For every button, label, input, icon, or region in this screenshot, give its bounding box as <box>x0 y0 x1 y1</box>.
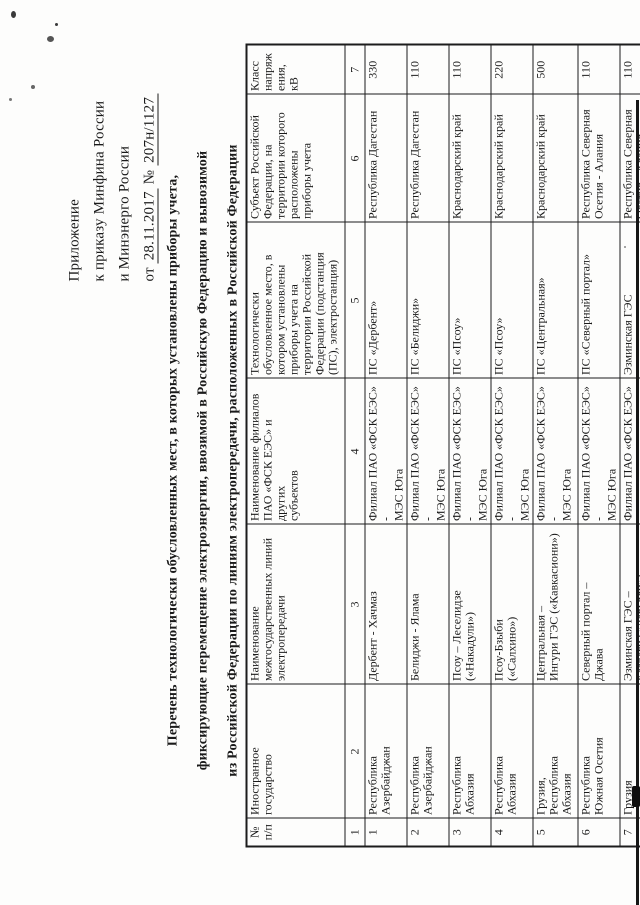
annex-reference: Приложение к приказу Минфина России и Ми… <box>62 93 162 281</box>
cell-branch: Филиал ПАО «ФСК ЕЭС» - МЭС Юга <box>532 378 577 524</box>
metering-places-table: № п/п Иностранное государство Наименован… <box>245 43 640 847</box>
header-cell-region: Субъект Российской Федерации, на террито… <box>246 94 344 222</box>
header-cell-line: Наименование межгосударственных линий эл… <box>246 524 344 684</box>
scan-speck <box>31 85 35 89</box>
cell-place: ПС «Псоу» <box>448 222 490 378</box>
scan-speck <box>624 246 626 248</box>
table-row: 4 Республика Абхазия Псоу-Бзыби («Салхин… <box>490 44 532 846</box>
cell-number: 3 <box>448 818 490 846</box>
cell-place: ПС «Дербент» <box>364 222 406 378</box>
order-prefix: от <box>141 266 157 281</box>
table-row: 1 Республика Азербайджан Дербент - Хачма… <box>364 44 406 846</box>
column-number: 1 <box>344 818 364 846</box>
table-row: 2 Республика Азербайджан Белиджи - Ялама… <box>406 44 448 846</box>
cell-region: Краснодарский край <box>448 94 490 222</box>
cell-branch: Филиал ПАО «ФСК ЕЭС» - МЭС Юга <box>448 378 490 524</box>
cell-line: Псоу-Бзыби («Салхино») <box>490 524 532 684</box>
cell-branch: Филиал ПАО «ФСК ЕЭС» - МЭС Юга <box>577 378 619 524</box>
cell-country: Республика Азербайджан <box>406 684 448 818</box>
column-number: 6 <box>344 94 364 222</box>
column-numbers-row: 1 2 3 4 5 6 7 <box>344 44 364 846</box>
cell-voltage: 110 <box>448 44 490 94</box>
cell-region: Республика Дагестан <box>406 94 448 222</box>
cell-branch: Филиал ПАО «ФСК ЕЭС» - МЭС Юга <box>406 378 448 524</box>
header-cell-number: № п/п <box>246 818 344 846</box>
order-date: 28.11.2017 <box>141 187 158 263</box>
order-number-sign: № <box>141 169 157 184</box>
document-title-line: из Российской Федерации по линиям электр… <box>225 143 240 777</box>
cell-country: Республика Абхазия <box>490 684 532 818</box>
cell-voltage: 330 <box>364 44 406 94</box>
header-cell-branch: Наименование филиалов ПАО «ФСК ЕЭС» и др… <box>246 378 344 524</box>
scan-edge-line <box>636 100 639 905</box>
header-cell-voltage: Класс напряж ения, кВ <box>246 44 344 94</box>
cell-line: Псоу – Леселидзе («Накадули») <box>448 524 490 684</box>
cell-branch: Филиал ПАО «ФСК ЕЭС» - МЭС Юга <box>490 378 532 524</box>
scan-speck <box>47 36 54 42</box>
column-number: 2 <box>344 684 364 818</box>
header-cell-place: Технологически обусловленное место, в ко… <box>246 222 344 378</box>
cell-voltage: 110 <box>577 44 619 94</box>
cell-place: ПС «Псоу» <box>490 222 532 378</box>
cell-branch: Филиал ПАО «ФСК ЕЭС» - МЭС Юга <box>364 378 406 524</box>
scan-speck <box>9 98 12 101</box>
annex-reference-line: к приказу Минфина России <box>91 100 107 281</box>
cell-number: 6 <box>577 818 619 846</box>
scan-edge-blob <box>632 786 640 807</box>
column-number: 4 <box>344 378 364 524</box>
cell-country: Республика Южная Осетия <box>577 684 619 818</box>
table-row: 6 Республика Южная Осетия Северный порта… <box>577 44 619 846</box>
cell-place: ПС «Центральная» <box>532 222 577 378</box>
cell-line: Дербент - Хачмаз <box>364 524 406 684</box>
cell-country: Грузия, Республика Абхазия <box>532 684 577 818</box>
scan-speck <box>11 11 16 18</box>
cell-number: 2 <box>406 818 448 846</box>
cell-number: 4 <box>490 818 532 846</box>
annex-reference-line: и Минэнерго России <box>116 145 132 281</box>
table-row: 5 Грузия, Республика Абхазия Центральная… <box>532 44 577 846</box>
cell-voltage: 220 <box>490 44 532 94</box>
order-number: 207н/1127 <box>141 93 158 166</box>
cell-region: Краснодарский край <box>532 94 577 222</box>
cell-line: Белиджи - Ялама <box>406 524 448 684</box>
table-header-row: № п/п Иностранное государство Наименован… <box>246 44 344 846</box>
header-cell-country: Иностранное государство <box>246 684 344 818</box>
column-number: 7 <box>344 44 364 94</box>
cell-voltage: 500 <box>532 44 577 94</box>
scan-speck <box>55 23 58 26</box>
document-title-line: фиксирующие перемещение электроэнергии, … <box>195 150 210 770</box>
cell-number: 5 <box>532 818 577 846</box>
document-title-line: Перечень технологически обусловленных ме… <box>165 174 180 746</box>
table-row: 3 Республика Абхазия Псоу – Леселидзе («… <box>448 44 490 846</box>
cell-region: Краснодарский край <box>490 94 532 222</box>
cell-line: Северный портал – Джава <box>577 524 619 684</box>
cell-place: ПС «Белиджи» <box>406 222 448 378</box>
cell-region: Республика Северная Осетия - Алания <box>577 94 619 222</box>
column-number: 5 <box>344 222 364 378</box>
cell-voltage: 110 <box>406 44 448 94</box>
cell-region: Республика Дагестан <box>364 94 406 222</box>
cell-place: ПС «Северный портал» <box>577 222 619 378</box>
cell-number: 1 <box>364 818 406 846</box>
column-number: 3 <box>344 524 364 684</box>
cell-line: Центральная – Ингури ГЭС («Кавкасиони») <box>532 524 577 684</box>
document-title: Перечень технологически обусловленных ме… <box>158 45 248 875</box>
cell-country: Республика Абхазия <box>448 684 490 818</box>
annex-reference-line: Приложение <box>66 198 82 281</box>
cell-voltage: 110 <box>619 44 640 94</box>
cell-country: Республика Азербайджан <box>364 684 406 818</box>
